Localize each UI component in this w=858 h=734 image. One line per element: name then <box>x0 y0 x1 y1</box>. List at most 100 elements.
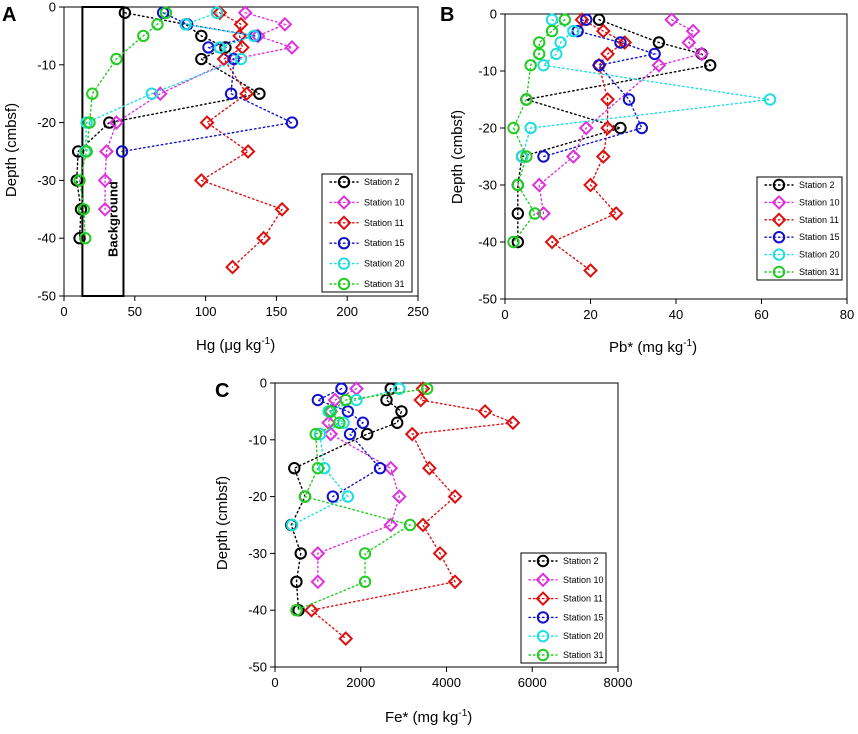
data-point <box>390 416 404 429</box>
data-point <box>335 382 348 395</box>
data-point <box>415 381 431 397</box>
series-line <box>290 387 403 611</box>
legend-box <box>321 173 413 293</box>
x-axis-title: Hg (μg kg-1) <box>196 336 275 354</box>
data-point <box>635 121 648 135</box>
data-point <box>256 230 272 246</box>
data-point <box>763 93 777 106</box>
legend-marker <box>535 572 551 588</box>
data-point <box>237 5 253 21</box>
data-point <box>622 93 636 106</box>
legend-marker <box>336 194 352 210</box>
data-point <box>73 232 86 245</box>
series-line <box>199 12 284 268</box>
data-point <box>227 52 241 66</box>
data-point <box>373 462 387 475</box>
panel-letter: B <box>440 4 454 26</box>
legend-label: Station 20 <box>799 250 840 260</box>
legend: Station 2 Station 10 Station 11 Station 15 S… <box>520 552 607 664</box>
y-tick-label: 0 <box>49 0 56 15</box>
data-point <box>79 232 92 245</box>
data-point <box>404 426 420 442</box>
series-line <box>317 387 401 583</box>
data-point <box>393 382 406 395</box>
legend-item: Station 2 <box>329 175 400 189</box>
series-station-31 <box>290 382 434 617</box>
legend-marker <box>771 212 787 228</box>
data-point <box>421 460 437 476</box>
legend-label: Station 20 <box>364 259 405 269</box>
legend-marker <box>772 265 786 279</box>
legend-label: Station 10 <box>799 197 840 207</box>
data-point <box>309 427 322 441</box>
data-point <box>528 207 542 220</box>
legend-label: Station 10 <box>364 197 405 207</box>
y-tick-label: -20 <box>478 121 497 136</box>
data-point <box>524 59 537 72</box>
data-point <box>391 489 407 505</box>
legend-item: Station 11 <box>329 215 404 231</box>
legend-label: Station 15 <box>364 238 405 248</box>
data-point <box>71 145 85 158</box>
data-point <box>583 177 598 193</box>
data-point <box>415 517 431 533</box>
y-tick-label: -10 <box>37 57 56 72</box>
data-point <box>277 16 293 32</box>
legend-label: Station 2 <box>799 180 835 190</box>
data-point <box>383 460 399 476</box>
legend-marker <box>536 611 550 624</box>
legend-marker <box>337 175 351 189</box>
series-line <box>542 19 658 158</box>
data-point <box>565 149 581 164</box>
data-point <box>533 36 546 49</box>
data-point <box>326 490 340 503</box>
x-tick-label: 100 <box>195 304 217 319</box>
data-point <box>574 12 590 28</box>
series-line <box>76 12 262 239</box>
legend-marker <box>336 215 352 231</box>
data-point <box>294 547 307 560</box>
data-point <box>537 150 550 163</box>
legend-marker <box>337 237 351 250</box>
legend-label: Station 2 <box>563 556 599 566</box>
data-point <box>321 415 337 431</box>
x-tick-label: 200 <box>336 304 358 319</box>
data-point <box>395 405 408 418</box>
legend-marker <box>772 231 786 244</box>
data-point <box>313 427 327 441</box>
data-point <box>600 92 616 107</box>
data-point <box>477 403 493 419</box>
legend-item: Station 15 <box>329 237 405 250</box>
legend-item: Station 20 <box>528 630 604 643</box>
data-point <box>592 59 606 72</box>
y-tick-label: -40 <box>478 235 497 250</box>
legend-marker <box>337 277 351 291</box>
data-point <box>550 47 563 61</box>
y-tick-label: -30 <box>478 178 497 193</box>
data-point <box>511 178 525 192</box>
data-point <box>360 427 374 441</box>
legend-marker <box>536 630 550 643</box>
data-point <box>195 52 208 66</box>
y-tick-label: 0 <box>260 376 267 391</box>
series-station-20 <box>515 13 777 163</box>
data-point <box>253 87 266 100</box>
x-axis-title: Pb* (mg kg-1) <box>609 338 697 356</box>
data-point <box>358 547 372 560</box>
series-line <box>517 19 712 243</box>
data-point <box>110 52 123 66</box>
y-tick-label: -40 <box>37 231 56 246</box>
legend-label: Station 11 <box>364 218 404 228</box>
y-axis-title: Depth (cmbsf) <box>214 476 231 570</box>
data-point <box>193 172 209 188</box>
data-point <box>103 116 116 129</box>
y-tick-label: -50 <box>248 660 267 675</box>
series-line <box>521 19 771 158</box>
data-point <box>515 150 529 163</box>
data-point <box>234 52 248 66</box>
data-point <box>339 393 352 407</box>
x-tick-label: 0 <box>60 304 67 319</box>
data-point <box>600 46 616 62</box>
series-line <box>104 12 295 211</box>
legend-item: Station 31 <box>764 265 840 279</box>
